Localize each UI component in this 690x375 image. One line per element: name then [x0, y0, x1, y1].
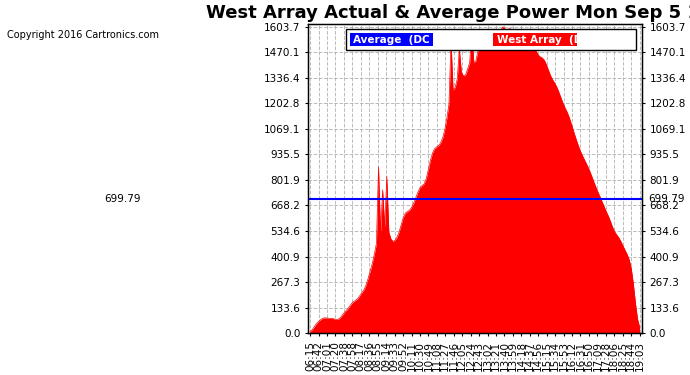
Title: West Array Actual & Average Power Mon Sep 5 19:18: West Array Actual & Average Power Mon Se…	[206, 4, 690, 22]
Text: 699.79: 699.79	[105, 194, 141, 204]
Legend: Average  (DC Watts), West Array  (DC Watts): Average (DC Watts), West Array (DC Watts…	[346, 29, 636, 50]
Text: 699.79: 699.79	[649, 194, 685, 204]
Text: Copyright 2016 Cartronics.com: Copyright 2016 Cartronics.com	[7, 30, 159, 40]
